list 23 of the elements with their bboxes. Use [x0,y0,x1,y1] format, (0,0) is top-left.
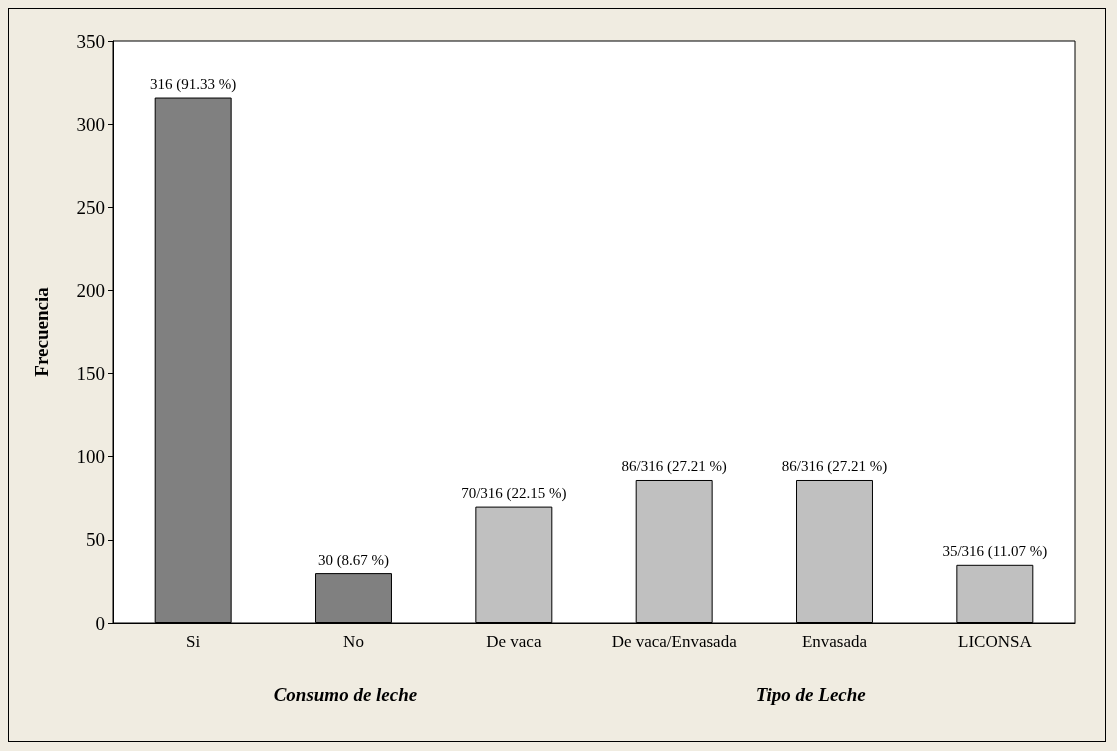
x-tick-label: LICONSA [958,632,1033,651]
x-tick-label: De vaca/Envasada [611,632,738,651]
text: Consumo de leche [273,684,418,705]
data-label: 35/316 (11.07 %) [942,543,1048,561]
data-label: 30 (8.67 %) [317,551,390,569]
y-tick-label: 50 [86,529,105,551]
y-tick-label: 0 [95,612,105,634]
data-label: 70/316 (22.15 %) [461,485,567,503]
y-tick-label: 350 [76,30,105,52]
y-axis-title: Frecuencia [31,286,52,377]
data-label: 86/316 (27.21 %) [621,458,727,476]
x-tick-label: Si [186,632,201,651]
x-tick-label: No [343,632,364,651]
x-tick-label: Envasada [801,632,868,651]
y-tick-label: 100 [76,446,105,468]
data-label: 316 (91.33 %) [150,76,237,94]
data-label: 86/316 (27.21 %) [781,458,888,476]
y-tick-label: 200 [76,279,105,301]
x-tick-label: De vaca [486,632,542,651]
y-tick-label: 300 [76,113,105,135]
y-tick-label: 150 [76,363,105,385]
y-tick-label: 250 [76,196,105,218]
text: Tipo de Leche [755,684,867,705]
